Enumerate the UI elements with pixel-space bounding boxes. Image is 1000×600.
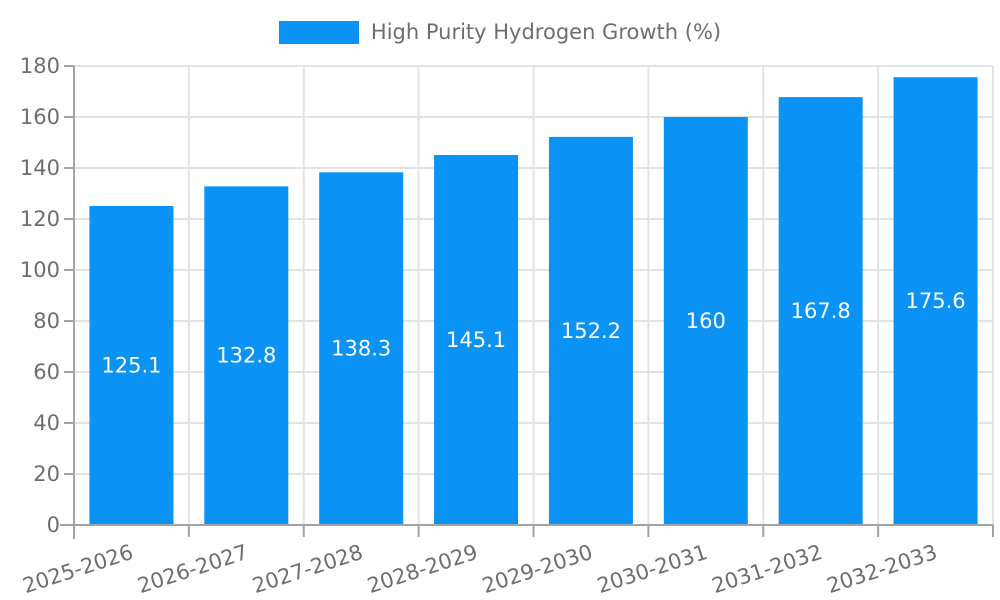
bar-2026-2027[interactable]	[204, 186, 289, 526]
y-tick-label: 140	[20, 156, 60, 180]
bar-value-label: 167.8	[791, 299, 851, 323]
y-tick-label: 160	[20, 105, 60, 129]
x-tick-label: 2031-2032	[709, 540, 825, 598]
x-tick-label: 2025-2026	[20, 540, 136, 598]
bar-value-label: 132.8	[216, 344, 276, 368]
y-tick-label: 100	[20, 258, 60, 282]
bar-value-label: 175.6	[906, 289, 966, 313]
y-tick-label: 40	[33, 411, 60, 435]
legend-swatch	[278, 21, 359, 44]
legend-label: High Purity Hydrogen Growth (%)	[370, 20, 722, 44]
bar-2031-2032[interactable]	[778, 97, 863, 526]
y-tick-label: 60	[33, 360, 60, 384]
bar-2030-2031[interactable]	[663, 117, 748, 525]
bar-2029-2030[interactable]	[548, 136, 633, 525]
bar-2032-2033[interactable]	[893, 77, 978, 525]
x-tick-label: 2029-2030	[479, 540, 595, 598]
x-tick-label: 2027-2028	[249, 540, 365, 598]
x-tick-label: 2030-2031	[594, 540, 710, 598]
x-tick-label: 2026-2027	[135, 540, 251, 598]
bar-value-label: 145.1	[446, 328, 506, 352]
y-tick-label: 80	[33, 309, 60, 333]
bar-2025-2026[interactable]	[89, 205, 174, 525]
y-tick-label: 180	[20, 54, 60, 78]
y-tick-label: 20	[33, 462, 60, 486]
x-tick-label: 2028-2029	[364, 540, 480, 598]
legend[interactable]: High Purity Hydrogen Growth (%)	[0, 21, 1000, 44]
bar-value-label: 160	[686, 309, 726, 333]
bar-value-label: 152.2	[561, 319, 621, 343]
bar-2028-2029[interactable]	[434, 154, 519, 525]
y-tick-label: 0	[47, 513, 60, 537]
bar-value-label: 138.3	[331, 337, 391, 361]
bar-2027-2028[interactable]	[319, 172, 404, 525]
bar-value-label: 125.1	[101, 353, 161, 377]
y-tick-label: 120	[20, 207, 60, 231]
x-tick-label: 2032-2033	[824, 540, 940, 598]
